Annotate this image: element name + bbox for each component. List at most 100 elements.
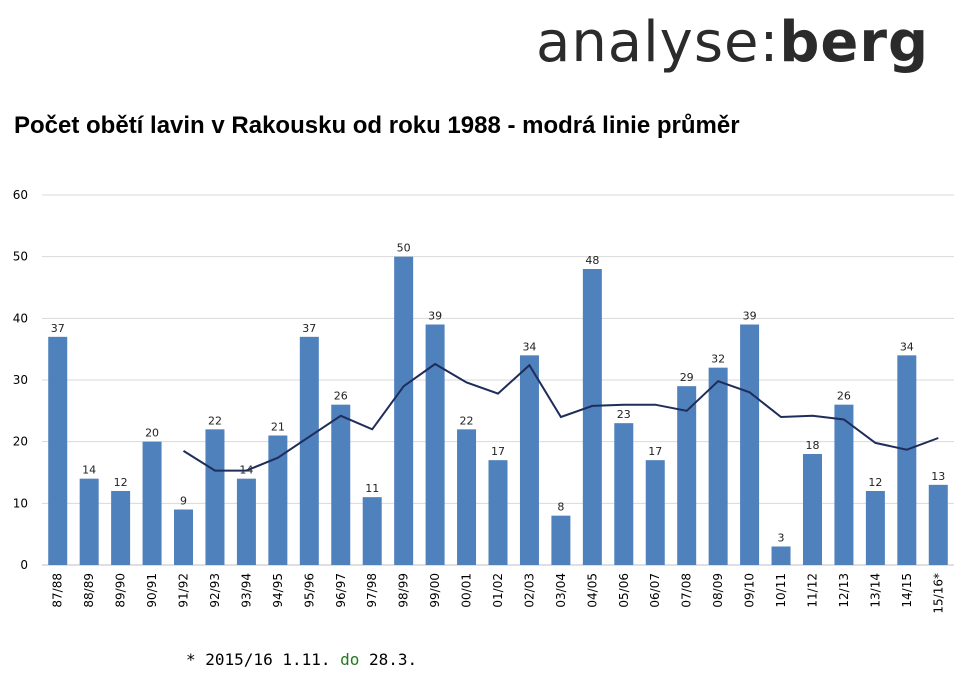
bar	[865, 491, 885, 565]
bar	[425, 324, 445, 565]
bar	[236, 478, 256, 565]
bar	[834, 404, 854, 565]
bar	[205, 429, 225, 565]
x-tick-label: 97/98	[365, 573, 379, 608]
x-tick-label: 15/16*	[931, 573, 945, 614]
bar-value-label: 37	[302, 322, 316, 335]
bar-value-label: 22	[460, 414, 474, 427]
average-line	[182, 362, 939, 472]
chart-title: Počet obětí lavin v Rakousku od roku 198…	[14, 112, 740, 139]
bar	[740, 324, 760, 565]
bar	[299, 336, 319, 565]
x-tick-label: 92/93	[208, 573, 222, 608]
bar	[48, 336, 68, 565]
x-tick-label: 10/11	[774, 573, 788, 608]
bar	[362, 497, 382, 565]
bar-value-label: 48	[585, 254, 599, 267]
x-tick-label: 01/02	[491, 573, 505, 608]
bar	[79, 478, 99, 565]
x-tick-label: 11/12	[805, 573, 819, 608]
y-tick-label: 50	[13, 250, 28, 264]
bar-value-label: 37	[51, 322, 65, 335]
bar-value-label: 9	[180, 495, 187, 508]
footnote: * 2015/16 1.11. do 28.3.	[186, 650, 417, 669]
x-tick-label: 09/10	[743, 573, 757, 608]
bar	[174, 509, 194, 565]
bar-value-label: 11	[365, 482, 379, 495]
x-tick-label: 95/96	[302, 573, 316, 608]
bar-value-label: 22	[208, 414, 222, 427]
x-tick-label: 00/01	[460, 573, 474, 608]
bar	[928, 484, 948, 565]
bar-value-label: 8	[557, 501, 564, 514]
y-tick-label: 30	[13, 373, 28, 387]
bar	[645, 460, 665, 565]
x-tick-label: 98/99	[397, 573, 411, 608]
x-tick-label: 99/00	[428, 573, 442, 608]
logo-light-text: analyse:	[536, 10, 780, 75]
bar	[519, 355, 539, 565]
bar-value-label: 14	[82, 464, 96, 477]
y-tick-label: 0	[20, 558, 28, 572]
x-tick-label: 04/05	[585, 573, 599, 608]
bar-value-label: 20	[145, 427, 159, 440]
bar	[488, 460, 508, 565]
bar	[677, 386, 697, 565]
bar-value-label: 3	[778, 532, 785, 545]
bar-value-label: 26	[837, 390, 851, 403]
footnote-suffix: 28.3.	[359, 650, 418, 669]
bar	[708, 367, 728, 565]
bar	[142, 441, 162, 565]
logo-bold-text: berg	[779, 10, 930, 75]
avalanche-victims-chart: 0102030405060371412209221421372611503922…	[13, 188, 954, 614]
x-tick-label: 05/06	[617, 573, 631, 608]
bar	[897, 355, 917, 565]
x-tick-label: 89/90	[114, 573, 128, 608]
bar-value-label: 17	[648, 445, 662, 458]
bar-value-label: 29	[680, 371, 694, 384]
y-tick-label: 40	[13, 311, 28, 325]
bar	[551, 515, 571, 565]
bar-value-label: 26	[334, 390, 348, 403]
x-tick-label: 12/13	[837, 573, 851, 608]
bar-value-label: 18	[805, 439, 819, 452]
footnote-prefix: * 2015/16 1.11.	[186, 650, 341, 669]
x-tick-label: 08/09	[711, 573, 725, 608]
x-tick-label: 02/03	[522, 573, 536, 608]
x-tick-label: 87/88	[51, 573, 65, 608]
bar	[582, 269, 602, 565]
bar-value-label: 39	[743, 310, 757, 323]
bar	[268, 435, 288, 565]
y-tick-label: 60	[13, 188, 28, 202]
x-tick-label: 91/92	[177, 573, 191, 608]
bar-value-label: 34	[900, 340, 914, 353]
bar-value-label: 13	[931, 470, 945, 483]
x-tick-label: 03/04	[554, 573, 568, 608]
bar	[111, 491, 131, 565]
x-tick-label: 93/94	[239, 573, 253, 608]
bar-value-label: 12	[114, 476, 128, 489]
analyseberg-logo: analyse:berg	[536, 6, 962, 80]
bar	[394, 256, 414, 565]
bar-value-label: 23	[617, 408, 631, 421]
x-tick-label: 06/07	[648, 573, 662, 608]
bar-value-label: 32	[711, 353, 725, 366]
bar-value-label: 12	[868, 476, 882, 489]
bar-value-label: 39	[428, 310, 442, 323]
bar-value-label: 21	[271, 421, 285, 434]
x-tick-label: 88/89	[82, 573, 96, 608]
x-tick-label: 07/08	[680, 573, 694, 608]
x-tick-label: 96/97	[334, 573, 348, 608]
bar	[802, 454, 822, 565]
y-tick-label: 10	[13, 496, 28, 510]
y-tick-label: 20	[13, 435, 28, 449]
bar	[614, 423, 634, 565]
bar	[457, 429, 477, 565]
x-tick-label: 94/95	[271, 573, 285, 608]
bar	[331, 404, 351, 565]
bar	[771, 546, 791, 565]
x-tick-label: 13/14	[868, 573, 882, 608]
bar-value-label: 34	[522, 340, 536, 353]
x-tick-label: 14/15	[900, 573, 914, 608]
bar-value-label: 17	[491, 445, 505, 458]
